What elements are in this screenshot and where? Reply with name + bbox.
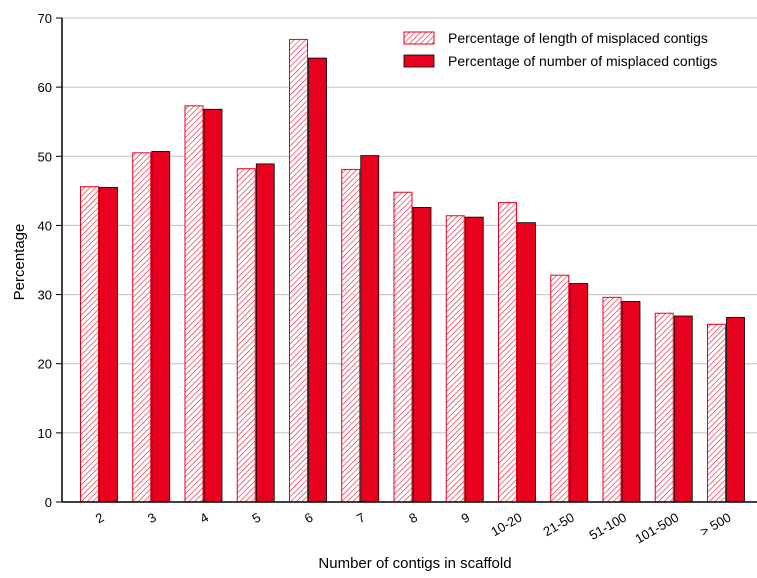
bar-number-misplaced bbox=[517, 222, 536, 503]
y-tick-label: 70 bbox=[38, 11, 52, 26]
x-tick-label: 9 bbox=[458, 510, 472, 527]
bar-number-misplaced bbox=[360, 155, 380, 503]
bar-length-misplaced bbox=[445, 215, 465, 503]
y-tick-label: 60 bbox=[38, 80, 52, 95]
bar-number-misplaced bbox=[99, 186, 118, 503]
x-tick-label: 8 bbox=[406, 510, 420, 527]
bar-number-misplaced bbox=[151, 151, 171, 503]
legend-label-length: Percentage of length of misplaced contig… bbox=[448, 30, 708, 46]
x-tick-label: 6 bbox=[302, 510, 316, 527]
bar-number-misplaced bbox=[255, 163, 275, 503]
bar-number-misplaced bbox=[308, 57, 327, 503]
bar-length-misplaced bbox=[132, 152, 152, 503]
bar-number-misplaced bbox=[726, 316, 745, 503]
bar-length-misplaced bbox=[550, 274, 570, 503]
x-tick-label: 7 bbox=[354, 510, 368, 527]
bar-number-misplaced bbox=[673, 315, 693, 503]
legend-swatch-number bbox=[403, 54, 435, 68]
x-tick-label: 101-500 bbox=[632, 510, 681, 547]
y-tick-label: 10 bbox=[38, 426, 52, 441]
bar-length-misplaced bbox=[654, 312, 674, 503]
x-tick-label: 4 bbox=[197, 510, 211, 527]
bar-number-misplaced bbox=[203, 108, 223, 503]
x-tick-label: 10-20 bbox=[488, 510, 524, 540]
bar-length-misplaced bbox=[602, 296, 622, 503]
y-tick-label: 20 bbox=[38, 357, 52, 372]
bar-length-misplaced bbox=[236, 168, 256, 503]
y-axis-ticks: 0 10 20 30 40 50 60 70 bbox=[38, 11, 62, 510]
y-axis-title: Percentage bbox=[11, 224, 28, 301]
y-tick-label: 40 bbox=[38, 218, 52, 233]
legend: Percentage of length of misplaced contig… bbox=[403, 30, 717, 69]
x-tick-label: 51-100 bbox=[586, 510, 629, 543]
bar-length-misplaced bbox=[498, 202, 517, 503]
bar-length-misplaced bbox=[707, 323, 726, 503]
bar-length-misplaced bbox=[289, 38, 308, 503]
y-tick-label: 0 bbox=[45, 495, 52, 510]
bar-number-misplaced bbox=[412, 207, 432, 503]
legend-swatch-length bbox=[403, 31, 435, 45]
x-tick-label: 2 bbox=[93, 510, 107, 527]
y-tick-label: 30 bbox=[38, 288, 52, 303]
x-axis-title: Number of contigs in scaffold bbox=[318, 555, 511, 572]
bars bbox=[80, 38, 745, 503]
bar-length-misplaced bbox=[341, 168, 361, 503]
x-tick-label: 5 bbox=[249, 510, 263, 527]
x-tick-label: 3 bbox=[145, 510, 159, 527]
bar-length-misplaced bbox=[184, 105, 204, 503]
y-tick-label: 50 bbox=[38, 149, 52, 164]
bar-number-misplaced bbox=[621, 301, 641, 503]
x-axis-ticks: 2 3 4 5 6 7 8 9 10-20 21-50 51-100 101-500 > 500 bbox=[93, 510, 734, 547]
bar-number-misplaced bbox=[464, 216, 484, 503]
x-tick-label: > 500 bbox=[698, 510, 734, 539]
legend-label-number: Percentage of number of misplaced contig… bbox=[448, 53, 717, 69]
x-tick-label: 21-50 bbox=[540, 510, 576, 540]
bar-length-misplaced bbox=[393, 191, 413, 503]
bar-number-misplaced bbox=[569, 283, 589, 503]
bar-length-misplaced bbox=[80, 186, 99, 503]
